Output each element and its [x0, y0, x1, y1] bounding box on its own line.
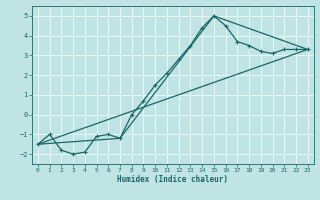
X-axis label: Humidex (Indice chaleur): Humidex (Indice chaleur): [117, 175, 228, 184]
